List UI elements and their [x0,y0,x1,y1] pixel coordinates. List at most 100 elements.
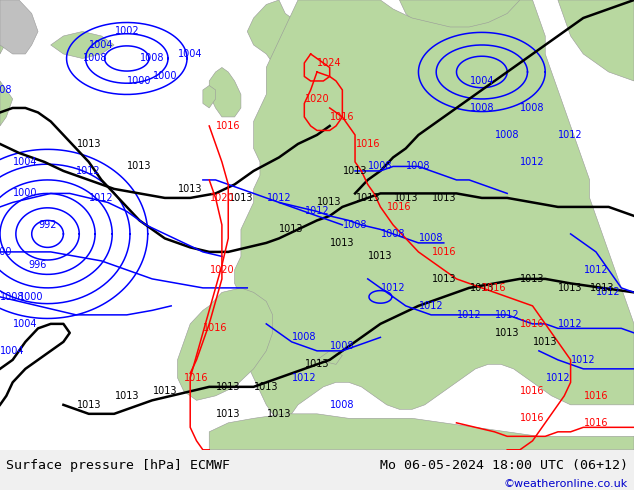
Text: 1012: 1012 [89,193,113,203]
Text: 1013: 1013 [356,193,380,203]
Text: 1008: 1008 [292,332,316,343]
Text: 1013: 1013 [343,166,367,176]
Polygon shape [235,0,634,418]
Text: 1016: 1016 [184,373,209,383]
Text: 1016: 1016 [432,247,456,257]
Text: 1016: 1016 [330,112,354,122]
Text: 1013: 1013 [305,359,329,369]
Text: 1004: 1004 [13,157,37,167]
Text: 1012: 1012 [584,265,608,275]
Text: 1004: 1004 [178,49,202,59]
Polygon shape [247,0,323,81]
Text: 1008: 1008 [330,342,354,351]
Text: 1012: 1012 [381,283,405,293]
Text: 1008: 1008 [419,233,443,244]
Text: 1013: 1013 [394,193,418,203]
Text: 1008: 1008 [521,103,545,113]
Text: 1000: 1000 [13,189,37,198]
Polygon shape [399,0,533,45]
Text: 1013: 1013 [521,274,545,284]
Text: 1013: 1013 [318,197,342,207]
Text: 1008: 1008 [343,220,367,230]
Text: 1013: 1013 [590,283,614,293]
Text: 1024: 1024 [318,58,342,68]
Text: 1013: 1013 [432,193,456,203]
Text: 1012: 1012 [419,301,443,311]
Text: 1016: 1016 [584,391,608,401]
Text: 1012: 1012 [571,355,595,365]
Text: 1012: 1012 [597,287,621,297]
Text: 1008: 1008 [140,53,164,64]
Text: 1004: 1004 [1,346,25,356]
Text: 1013: 1013 [254,382,278,392]
Text: 1013: 1013 [330,238,354,248]
Text: 1012: 1012 [267,193,291,203]
Text: 1016: 1016 [204,323,228,333]
Text: 1002: 1002 [115,26,139,36]
Polygon shape [0,14,13,54]
Text: 1013: 1013 [559,283,583,293]
Text: 1008: 1008 [381,229,405,239]
Text: 1004: 1004 [89,40,113,50]
Text: 1013: 1013 [533,337,557,347]
Polygon shape [0,0,38,54]
Text: 1008: 1008 [0,85,12,95]
Text: 1013: 1013 [153,386,177,396]
Text: 1012: 1012 [77,166,101,176]
Text: 1013: 1013 [229,193,253,203]
Text: 1000: 1000 [20,292,44,302]
Text: 1008: 1008 [368,161,392,172]
Text: 1013: 1013 [495,328,519,338]
Text: 1013: 1013 [77,400,101,410]
Text: 1004: 1004 [13,319,37,329]
Text: 1016: 1016 [482,283,507,293]
Text: 1020: 1020 [305,94,329,104]
Text: 1013: 1013 [280,224,304,234]
Text: ©weatheronline.co.uk: ©weatheronline.co.uk [503,479,628,489]
Text: 1008: 1008 [470,103,494,113]
Polygon shape [209,68,241,117]
Text: 1013: 1013 [115,391,139,401]
Text: 1016: 1016 [216,121,240,131]
Text: 1016: 1016 [521,414,545,423]
Text: 1000: 1000 [0,247,12,257]
Text: 1013: 1013 [470,283,494,293]
Text: 1012: 1012 [559,319,583,329]
Text: 1013: 1013 [127,161,152,172]
Text: 996: 996 [29,260,47,270]
Text: Surface pressure [hPa] ECMWF: Surface pressure [hPa] ECMWF [6,459,230,471]
Text: 1020: 1020 [210,193,234,203]
Text: 1013: 1013 [267,409,291,419]
Polygon shape [0,81,13,126]
Text: 1004: 1004 [470,76,494,86]
Text: 1012: 1012 [305,206,329,217]
Polygon shape [51,31,114,58]
Text: 1008: 1008 [495,130,519,140]
Text: 1016: 1016 [387,202,411,212]
Text: 1016: 1016 [584,418,608,428]
Polygon shape [203,85,216,108]
Text: 992: 992 [38,220,57,230]
Text: 1012: 1012 [546,373,570,383]
Polygon shape [317,0,393,49]
Text: Mo 06-05-2024 18:00 UTC (06+12): Mo 06-05-2024 18:00 UTC (06+12) [380,459,628,471]
Text: 1016: 1016 [521,319,545,329]
Text: 1020: 1020 [210,265,234,275]
Text: 1008: 1008 [1,292,25,302]
Text: 1012: 1012 [495,310,519,320]
Text: 1016: 1016 [521,386,545,396]
Text: 1008: 1008 [83,53,107,64]
Text: 1016: 1016 [356,139,380,149]
Text: 1013: 1013 [216,382,240,392]
Text: 1013: 1013 [216,409,240,419]
Text: 1013: 1013 [178,184,202,194]
Polygon shape [558,0,634,81]
Polygon shape [209,414,634,450]
Text: 1013: 1013 [432,274,456,284]
Polygon shape [178,288,273,400]
Text: 1000: 1000 [127,76,152,86]
Text: 1013: 1013 [368,251,392,261]
Text: 1012: 1012 [292,373,316,383]
Text: 1008: 1008 [406,161,430,172]
Text: 1012: 1012 [521,157,545,167]
